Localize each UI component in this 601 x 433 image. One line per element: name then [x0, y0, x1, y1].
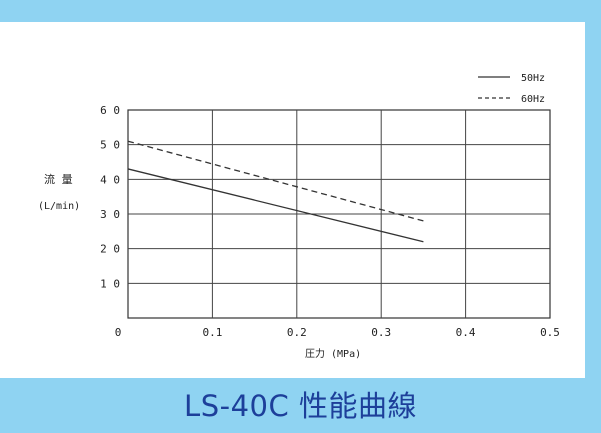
x-tick-label: 0.4: [456, 326, 476, 339]
legend-label-50hz: 50Hz: [521, 73, 545, 84]
y-axis-label-line2: (L/min): [38, 201, 80, 212]
left-margin: [0, 22, 12, 378]
x-tick-label: 0: [115, 326, 122, 339]
y-axis-label-line1: 流 量: [44, 172, 73, 186]
x-axis-label: 圧力 (MPa): [305, 347, 361, 360]
chart-ticks: 1 0 2 0 3 0 4 0 5 0 6 0 0 0.1 0.2 0.3 0.4 0.5: [100, 104, 560, 339]
right-banner: [585, 22, 601, 378]
y-tick-label: 4 0: [100, 173, 120, 186]
x-tick-label: 0.5: [540, 326, 560, 339]
chart-series: [127, 140, 424, 243]
chart-legend: 50Hz 60Hz: [478, 73, 545, 105]
y-tick-label: 3 0: [100, 208, 120, 221]
x-tick-label: 0.3: [371, 326, 391, 339]
series-line-50hz: [127, 168, 424, 243]
top-banner: [0, 0, 601, 22]
legend-label-60hz: 60Hz: [521, 94, 545, 105]
x-tick-label: 0.1: [202, 326, 222, 339]
x-tick-label: 0.2: [287, 326, 307, 339]
y-tick-label: 5 0: [100, 139, 120, 152]
y-tick-label: 2 0: [100, 243, 120, 256]
y-tick-label: 1 0: [100, 277, 120, 290]
bottom-banner: [0, 378, 601, 433]
chart-grid: [127, 109, 551, 319]
series-line-60hz: [127, 140, 424, 222]
y-tick-label: 6 0: [100, 104, 120, 117]
product-title: LS-40C 性能曲線: [184, 389, 417, 423]
